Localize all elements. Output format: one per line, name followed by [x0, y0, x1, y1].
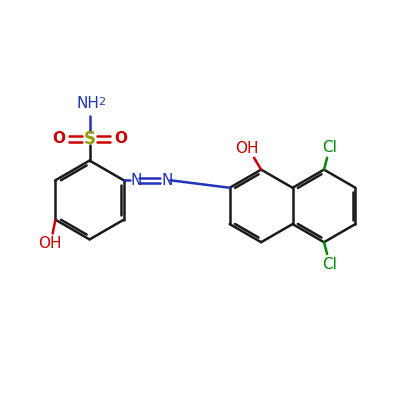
Text: 2: 2 [98, 97, 105, 107]
Text: O: O [52, 131, 65, 146]
Text: N: N [131, 173, 142, 188]
Text: Cl: Cl [322, 140, 337, 155]
Text: O: O [114, 131, 127, 146]
Text: S: S [84, 130, 96, 148]
Text: NH: NH [76, 96, 99, 111]
Text: Cl: Cl [322, 257, 337, 272]
Text: N: N [161, 173, 172, 188]
Text: OH: OH [236, 141, 259, 156]
Text: OH: OH [38, 236, 61, 251]
